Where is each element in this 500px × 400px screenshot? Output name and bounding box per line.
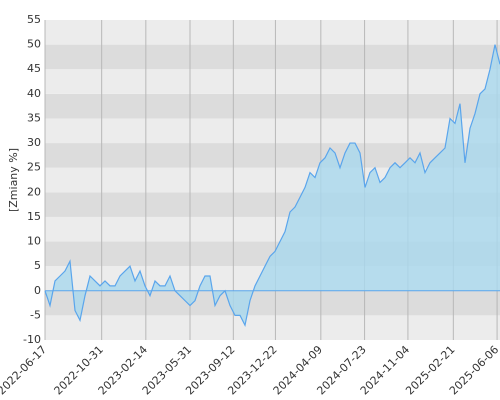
y-axis-label: [Zmiany %]: [7, 148, 20, 212]
y-tick-label: 45: [27, 62, 41, 75]
grid-band: [45, 315, 500, 340]
y-tick-label: -10: [23, 333, 41, 346]
y-tick-label: -5: [30, 308, 41, 321]
y-tick-label: 5: [34, 259, 41, 272]
grid-band: [45, 20, 500, 45]
y-tick-label: 35: [27, 111, 41, 124]
y-tick-label: 30: [27, 136, 41, 149]
y-tick-label: 15: [27, 210, 41, 223]
grid-band: [45, 118, 500, 144]
grid-band: [45, 69, 500, 94]
y-tick-label: 50: [27, 38, 41, 51]
area: [45, 44, 500, 326]
grid-band: [45, 290, 500, 316]
y-tick-label: 0: [34, 284, 41, 297]
grid-band: [45, 44, 500, 70]
x-tick-label: 2022-06-17: [0, 343, 49, 397]
grid-band: [45, 93, 500, 119]
y-tick-label: 25: [27, 161, 41, 174]
grid-band: [45, 143, 500, 168]
line: [44, 44, 500, 328]
y-tick-label: 20: [27, 185, 41, 198]
y-tick-label: 10: [27, 235, 41, 248]
y-tick-label: 55: [27, 13, 41, 26]
y-tick-label: 40: [27, 87, 41, 100]
